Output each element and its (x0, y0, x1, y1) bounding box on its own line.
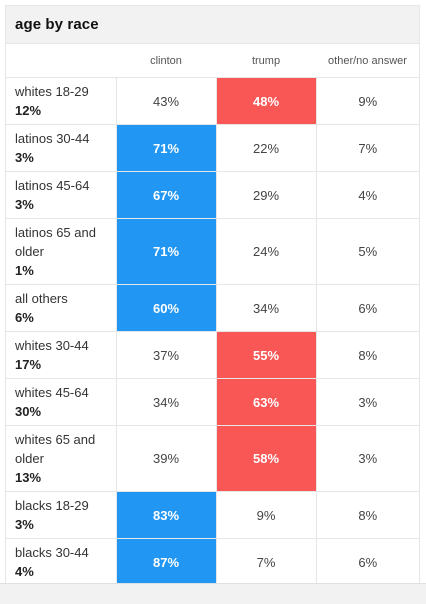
group-name: latinos 45-64 (15, 178, 90, 193)
value-cell-trump: 22% (215, 124, 316, 172)
card-header: age by race (6, 6, 419, 44)
row-label: whites 45-64 30% (6, 378, 116, 426)
column-header-other: other/no answer (328, 54, 407, 67)
group-name: whites 30-44 (15, 338, 89, 353)
row-label: blacks 18-29 3% (6, 491, 116, 539)
value-cell-trump: 29% (215, 171, 316, 219)
value-cell-trump: 48% (215, 77, 316, 125)
value-cell-clinton: 37% (115, 331, 216, 379)
group-share: 3% (15, 517, 34, 532)
value-cell-trump: 24% (215, 218, 316, 285)
table-row: latinos 65 and older 1% 71% 24% 5% (6, 218, 419, 285)
group-share: 1% (15, 263, 34, 278)
value-cell-clinton: 67% (115, 171, 216, 219)
column-header-row: clinton trump other/no answer (6, 44, 419, 78)
table-row: latinos 30-44 3% 71% 22% 7% (6, 124, 419, 172)
value-cell-other: 8% (315, 491, 419, 539)
row-label: blacks 30-44 4% (6, 538, 116, 583)
group-name: blacks 18-29 (15, 498, 89, 513)
group-share: 3% (15, 197, 34, 212)
value-cell-other: 4% (315, 171, 419, 219)
value-cell-other: 6% (315, 538, 419, 583)
value-cell-other: 3% (315, 425, 419, 492)
value-cell-clinton: 43% (115, 77, 216, 125)
value-cell-trump: 34% (215, 284, 316, 332)
row-label: whites 30-44 17% (6, 331, 116, 379)
value-cell-other: 6% (315, 284, 419, 332)
group-name: whites 45-64 (15, 385, 89, 400)
table-row: latinos 45-64 3% 67% 29% 4% (6, 171, 419, 219)
card-title: age by race (15, 16, 99, 33)
row-label: whites 65 and older 13% (6, 425, 116, 492)
table-row: whites 65 and older 13% 39% 58% 3% (6, 425, 419, 492)
value-cell-trump: 58% (215, 425, 316, 492)
table-row: whites 18-29 12% 43% 48% 9% (6, 77, 419, 125)
value-cell-other: 3% (315, 378, 419, 426)
group-share: 13% (15, 470, 42, 485)
row-label: whites 18-29 12% (6, 77, 116, 125)
group-share: 17% (15, 357, 42, 372)
value-cell-other: 7% (315, 124, 419, 172)
value-cell-clinton: 60% (115, 284, 216, 332)
group-name: all others (15, 291, 68, 306)
group-name: latinos 30-44 (15, 131, 90, 146)
group-name: whites 18-29 (15, 84, 89, 99)
table-row: blacks 30-44 4% 87% 7% 6% (6, 538, 419, 583)
value-cell-clinton: 83% (115, 491, 216, 539)
table-row: blacks 18-29 3% 83% 9% 8% (6, 491, 419, 539)
row-label: all others 6% (6, 284, 116, 332)
group-share: 12% (15, 103, 42, 118)
group-share: 3% (15, 150, 34, 165)
value-cell-trump: 63% (215, 378, 316, 426)
value-cell-clinton: 71% (115, 124, 216, 172)
value-cell-other: 9% (315, 77, 419, 125)
table-body: whites 18-29 12% 43% 48% 9% latinos 30-44 3% 71… (6, 77, 419, 583)
table-row: whites 45-64 30% 34% 63% 3% (6, 378, 419, 426)
value-cell-trump: 7% (215, 538, 316, 583)
group-share: 30% (15, 404, 42, 419)
row-label: latinos 45-64 3% (6, 171, 116, 219)
group-share: 6% (15, 310, 34, 325)
value-cell-clinton: 71% (115, 218, 216, 285)
value-cell-clinton: 34% (115, 378, 216, 426)
row-label: latinos 30-44 3% (6, 124, 116, 172)
table-row: whites 30-44 17% 37% 55% 8% (6, 331, 419, 379)
value-cell-clinton: 39% (115, 425, 216, 492)
table-row: all others 6% 60% 34% 6% (6, 284, 419, 332)
value-cell-clinton: 87% (115, 538, 216, 583)
row-label: latinos 65 and older 1% (6, 218, 116, 285)
group-share: 4% (15, 564, 34, 580)
value-cell-trump: 55% (215, 331, 316, 379)
column-header-clinton: clinton (150, 54, 182, 67)
column-header-trump: trump (251, 54, 281, 67)
results-table: clinton trump other/no answer whites 18-… (6, 44, 419, 583)
group-name: whites 65 and older (15, 432, 96, 466)
group-name: latinos 65 and older (15, 225, 96, 259)
results-card: age by race clinton trump other/no answe… (5, 5, 420, 584)
value-cell-trump: 9% (215, 491, 316, 539)
group-name: blacks 30-44 (15, 545, 89, 561)
value-cell-other: 5% (315, 218, 419, 285)
value-cell-other: 8% (315, 331, 419, 379)
page-footer-bar (0, 583, 426, 604)
column-header-group (6, 44, 116, 78)
